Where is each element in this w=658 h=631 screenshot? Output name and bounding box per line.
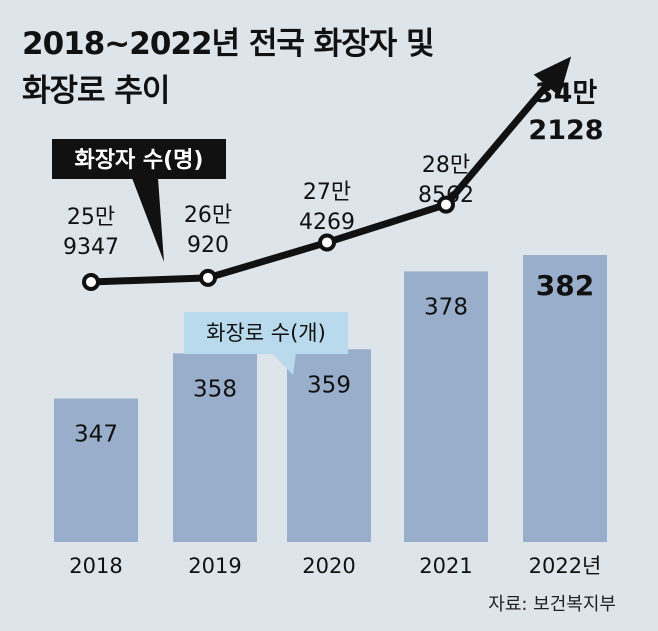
line-value-label-bottom: 2128 <box>528 115 603 146</box>
line-value-label-bottom: 4269 <box>299 210 355 235</box>
x-tick-label: 2020 <box>302 554 355 578</box>
line-value-label-top: 28만 <box>422 153 470 178</box>
line-value-label-top: 26만 <box>184 203 232 228</box>
source-note: 자료: 보건복지부 <box>488 594 616 615</box>
bar-value-label: 378 <box>424 294 468 320</box>
line-point <box>437 195 455 214</box>
x-tick-label: 2018 <box>69 554 122 578</box>
bar-value-label: 382 <box>536 269 594 302</box>
bar-2021 <box>404 271 488 542</box>
legend-line-label: 화장자 수(명) <box>75 148 204 173</box>
chart-title-line2: 화장로 추이 <box>22 73 169 109</box>
line-point <box>318 233 336 252</box>
bar-value-label: 358 <box>193 376 237 402</box>
bar-value-label: 347 <box>74 422 118 448</box>
line-value-label-top: 25만 <box>67 205 115 230</box>
legend-bar-label: 화장로 수(개) <box>206 321 326 345</box>
bar-2020 <box>287 349 371 542</box>
chart-title-line1: 2018~2022년 전국 화장자 및 <box>22 26 434 62</box>
legend-bar-box <box>184 312 348 354</box>
bar-2019 <box>173 353 257 542</box>
line-value-label-top: 27만 <box>303 180 351 205</box>
x-tick-label: 2019 <box>188 554 241 578</box>
legend-line-pointer <box>132 178 164 262</box>
line-point <box>82 273 100 291</box>
bar-value-label: 359 <box>307 372 351 398</box>
bar-2018 <box>54 398 138 542</box>
legend-line-box <box>52 139 226 179</box>
legend-bar-pointer <box>272 353 296 375</box>
line-value-label-bottom: 9347 <box>63 235 119 260</box>
bar-2022년 <box>523 255 607 542</box>
line-point <box>199 268 217 287</box>
x-tick-label: 2021 <box>419 554 472 578</box>
line-value-label-bottom: 920 <box>187 233 229 258</box>
line-arrowhead <box>533 56 572 97</box>
x-tick-label: 2022년 <box>529 554 602 578</box>
line-value-label-top: 34만 <box>535 78 598 109</box>
line-value-label-bottom: 8562 <box>418 183 474 208</box>
